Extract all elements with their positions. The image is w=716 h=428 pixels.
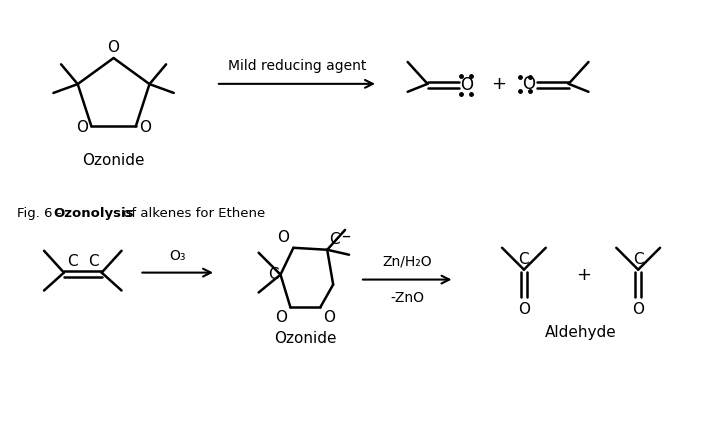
Text: of alkenes for Ethene: of alkenes for Ethene — [119, 206, 265, 220]
Text: O: O — [77, 120, 88, 135]
Text: +: + — [576, 266, 591, 284]
Text: C: C — [633, 252, 644, 267]
Text: O: O — [107, 40, 120, 55]
Text: O: O — [323, 310, 335, 325]
Text: O: O — [276, 310, 287, 325]
Text: C: C — [67, 254, 77, 269]
Text: O: O — [460, 76, 473, 94]
Text: Aldehyde: Aldehyde — [545, 325, 617, 340]
Text: O₃: O₃ — [170, 249, 186, 263]
Text: Ozonide: Ozonide — [82, 153, 145, 168]
Text: +: + — [492, 75, 507, 93]
Text: O: O — [518, 303, 530, 318]
Text: Ozonide: Ozonide — [274, 331, 337, 346]
Text: -ZnO: -ZnO — [390, 291, 424, 304]
Text: Zn/H₂O: Zn/H₂O — [382, 255, 432, 269]
Text: O: O — [632, 303, 644, 318]
Text: C: C — [88, 254, 99, 269]
Text: O: O — [139, 120, 151, 135]
Text: O: O — [523, 75, 536, 93]
Text: Fig. 6 -: Fig. 6 - — [17, 206, 66, 220]
Text: C: C — [329, 232, 340, 247]
Text: C: C — [268, 267, 279, 282]
Text: –: – — [341, 227, 350, 245]
Text: O: O — [277, 230, 289, 245]
Text: C: C — [518, 252, 529, 267]
Text: Mild reducing agent: Mild reducing agent — [228, 59, 366, 73]
Text: Ozonolysis: Ozonolysis — [53, 206, 133, 220]
